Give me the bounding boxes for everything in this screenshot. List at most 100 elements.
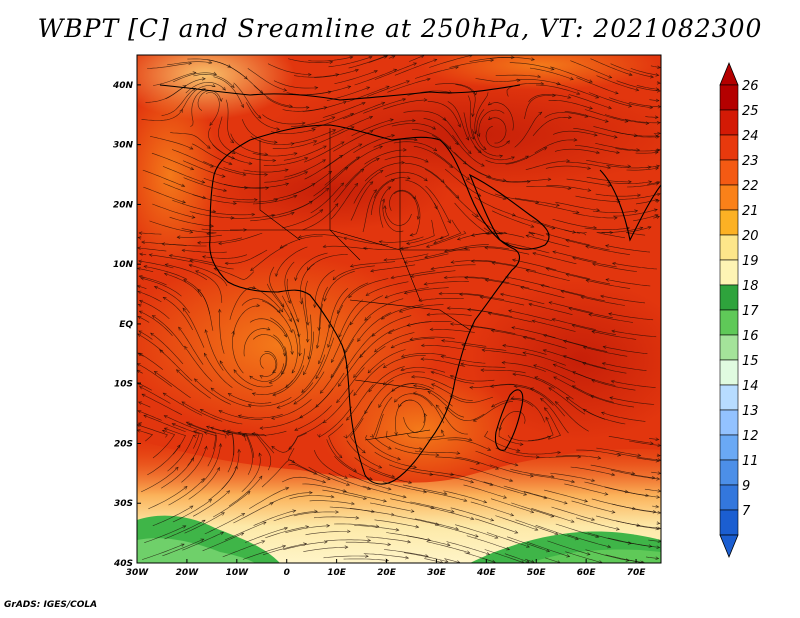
streamline-arrow — [280, 370, 285, 375]
streamline-arrow — [140, 276, 145, 281]
streamline — [315, 372, 345, 408]
streamline — [406, 535, 451, 546]
streamline-arrow — [390, 512, 395, 517]
streamline-arrow — [424, 255, 429, 259]
streamline-arrow — [268, 380, 273, 385]
streamline-arrow — [656, 121, 661, 125]
streamline — [585, 549, 629, 561]
streamline — [515, 451, 561, 455]
streamline — [348, 55, 389, 69]
streamline — [478, 109, 505, 137]
y-tick-label: 10N — [113, 260, 134, 270]
streamline-arrow — [148, 253, 153, 257]
streamline-arrow — [251, 392, 256, 396]
streamline-arrow — [288, 446, 293, 450]
colorbar-arrow-bottom — [719, 534, 739, 559]
streamline-arrow — [502, 343, 507, 348]
streamline — [323, 555, 369, 559]
streamline-arrow — [655, 87, 660, 91]
streamline — [575, 195, 620, 202]
coastline-europe — [159, 84, 521, 101]
streamline — [649, 99, 659, 101]
streamline — [272, 365, 305, 396]
streamline — [584, 109, 629, 122]
streamline-arrow — [600, 294, 605, 299]
streamline-arrow — [202, 77, 206, 81]
streamline — [483, 481, 527, 496]
streamline — [212, 194, 258, 201]
streamline-arrow — [627, 164, 632, 169]
streamline-arrow — [597, 456, 602, 460]
streamline-arrow — [137, 290, 142, 295]
streamline-arrow — [540, 81, 545, 86]
streamline — [162, 166, 205, 183]
streamline-arrow — [545, 416, 549, 421]
streamline-arrow — [218, 241, 223, 246]
streamline-arrow — [447, 219, 451, 224]
streamline-arrow — [607, 165, 612, 170]
streamline — [484, 549, 525, 563]
streamline — [233, 502, 274, 524]
x-tick-label: 30E — [427, 568, 447, 578]
streamline — [571, 500, 615, 513]
streamline-arrow — [655, 199, 660, 203]
streamline-arrow — [276, 127, 281, 131]
streamline-arrow — [285, 384, 289, 388]
streamline — [426, 541, 470, 554]
x-tick-label: 10W — [226, 568, 250, 578]
streamline — [365, 536, 411, 543]
streamline-arrow — [582, 346, 587, 350]
streamline-arrow — [502, 196, 507, 201]
streamline-arrow — [230, 84, 235, 89]
streamline — [253, 510, 296, 526]
streamline-arrow — [567, 186, 572, 190]
colorbar-label: 7 — [742, 504, 751, 519]
streamline — [293, 511, 339, 517]
streamline — [566, 273, 611, 285]
streamline-arrow — [582, 362, 587, 366]
streamline-arrow — [284, 526, 289, 531]
streamline-arrow — [241, 513, 246, 517]
streamline — [243, 328, 270, 357]
streamline — [475, 78, 521, 83]
streamline-arrow — [440, 354, 445, 359]
streamline-arrow — [424, 159, 429, 163]
streamline — [365, 435, 401, 460]
streamline-arrow — [582, 232, 587, 236]
streamline — [635, 152, 659, 154]
streamline-arrow — [282, 544, 287, 549]
streamline — [410, 196, 421, 236]
streamline — [154, 371, 191, 399]
streamline-arrow — [588, 313, 593, 317]
y-tick-label: 20S — [114, 439, 133, 449]
streamline-arrow — [490, 58, 495, 63]
streamline — [650, 65, 661, 68]
streamline-arrow — [334, 203, 339, 207]
streamline-arrow — [565, 239, 570, 243]
streamline — [555, 201, 600, 211]
streamline-arrow — [611, 261, 616, 266]
streamline-arrow — [595, 95, 600, 99]
streamline — [567, 534, 611, 548]
streamline — [630, 474, 660, 480]
streamline — [308, 56, 353, 62]
streamline-arrow — [287, 299, 291, 304]
streamline — [333, 168, 364, 203]
streamline-arrow — [163, 272, 168, 277]
streamline — [410, 336, 455, 340]
streamline-arrow — [138, 352, 143, 357]
streamline — [382, 481, 427, 493]
streamline — [379, 236, 424, 243]
streamline-arrow — [248, 161, 253, 166]
streamline-arrow — [378, 240, 383, 244]
streamline-arrow — [290, 351, 294, 355]
streamline-arrow — [405, 555, 410, 560]
streamline-arrow — [327, 343, 331, 348]
streamline-arrow — [192, 71, 197, 75]
streamline — [309, 500, 355, 505]
streamline-arrow — [139, 252, 144, 257]
colorbar-swatch — [719, 134, 739, 161]
streamline-arrow — [159, 349, 164, 354]
colorbar-label: 23 — [742, 154, 759, 169]
streamline-arrow — [161, 429, 166, 434]
